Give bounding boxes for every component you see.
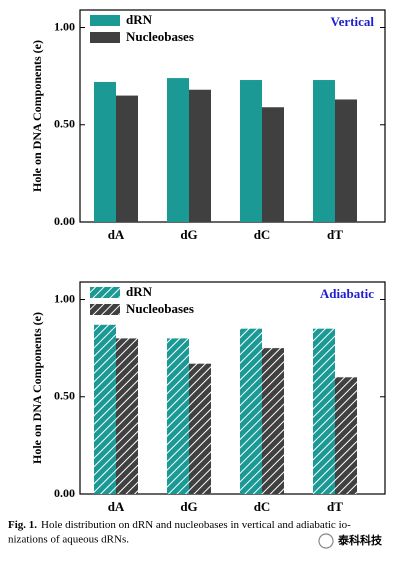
x-tick-label: dG bbox=[180, 227, 197, 242]
x-tick-label: dA bbox=[108, 227, 125, 242]
legend-swatch bbox=[90, 304, 120, 315]
bar bbox=[167, 78, 189, 222]
legend-label: Nucleobases bbox=[126, 301, 194, 316]
bar bbox=[189, 89, 211, 222]
y-tick-label: 1.00 bbox=[54, 291, 75, 305]
plot-frame bbox=[79, 9, 386, 223]
caption-label: Fig. 1. bbox=[8, 519, 37, 531]
caption: Fig. 1. Hole distribution on dRN and nucl… bbox=[8, 519, 351, 531]
y-axis-label: Hole on DNA Components (e) bbox=[30, 40, 44, 192]
y-tick-label: 1.00 bbox=[54, 19, 75, 33]
annotation: Adiabatic bbox=[320, 286, 374, 301]
caption-line: nizations of aqueous dRNs. bbox=[8, 534, 129, 546]
x-tick-label: dA bbox=[108, 499, 125, 514]
bar bbox=[167, 338, 189, 494]
legend-label: dRN bbox=[126, 284, 153, 299]
bar bbox=[262, 107, 284, 222]
x-tick-label: dC bbox=[254, 499, 271, 514]
bar bbox=[94, 81, 116, 222]
bar bbox=[94, 324, 116, 494]
x-tick-label: dG bbox=[180, 499, 197, 514]
y-tick-label: 0.50 bbox=[54, 117, 75, 131]
caption-line: Hole distribution on dRN and nucleobases… bbox=[41, 519, 351, 531]
bar bbox=[116, 338, 138, 494]
annotation: Vertical bbox=[330, 14, 374, 29]
y-tick-label: 0.50 bbox=[54, 389, 75, 403]
bar bbox=[240, 80, 262, 223]
watermark-icon bbox=[318, 533, 334, 549]
y-axis-label: Hole on DNA Components (e) bbox=[30, 312, 44, 464]
bar bbox=[189, 363, 211, 494]
watermark: 泰科科技 bbox=[337, 533, 383, 547]
bar bbox=[335, 99, 357, 222]
x-tick-label: dT bbox=[327, 227, 343, 242]
x-tick-label: dC bbox=[254, 227, 271, 242]
legend-swatch bbox=[90, 32, 120, 43]
bar bbox=[116, 95, 138, 222]
legend-swatch bbox=[90, 287, 120, 298]
bar bbox=[313, 80, 335, 223]
legend-label: Nucleobases bbox=[126, 29, 194, 44]
bar bbox=[262, 348, 284, 494]
x-tick-label: dT bbox=[327, 499, 343, 514]
legend-label: dRN bbox=[126, 12, 153, 27]
bar bbox=[313, 328, 335, 494]
legend-swatch bbox=[90, 15, 120, 26]
plot-frame bbox=[79, 281, 386, 495]
y-tick-label: 0.00 bbox=[54, 486, 75, 500]
bar bbox=[335, 377, 357, 494]
y-tick-label: 0.00 bbox=[54, 214, 75, 228]
bar bbox=[240, 328, 262, 494]
